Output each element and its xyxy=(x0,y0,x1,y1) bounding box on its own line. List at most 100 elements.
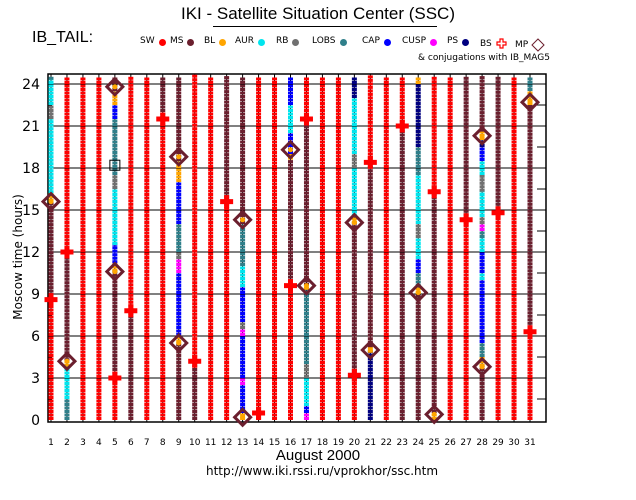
region-dot-sw xyxy=(335,410,341,413)
region-dot-ms xyxy=(415,413,421,417)
region-dot-sw xyxy=(224,371,230,375)
region-dot-cap xyxy=(479,329,485,333)
region-dot-cap xyxy=(176,301,182,305)
region-dot-ms xyxy=(399,249,405,252)
region-dot-rb xyxy=(176,256,182,259)
region-dot-ms xyxy=(176,357,182,361)
region-dot-sw xyxy=(96,403,102,406)
region-dot-ms xyxy=(399,214,405,217)
region-dot-sw xyxy=(272,333,278,336)
region-dot-sw xyxy=(463,252,469,256)
region-dot-sw xyxy=(80,305,86,308)
region-dot-ms xyxy=(240,137,246,140)
region-dot-sw xyxy=(96,350,102,354)
region-dot-ms xyxy=(303,149,309,153)
region-dot-ms xyxy=(64,316,70,320)
region-dot-sw xyxy=(112,413,118,417)
region-dot-ms xyxy=(399,361,405,364)
region-dot-sw xyxy=(256,329,262,333)
region-dot-sw xyxy=(511,371,517,375)
region-dot-sw xyxy=(208,343,214,347)
region-dot-sw xyxy=(383,385,389,389)
region-dot-sw xyxy=(495,238,501,242)
mp-crossing-marker xyxy=(280,139,301,160)
region-dot-ms xyxy=(399,322,405,326)
region-dot-sw xyxy=(128,125,134,129)
region-dot-sw xyxy=(80,399,86,403)
region-dot-sw xyxy=(48,413,54,417)
region-dot-sw xyxy=(192,316,198,320)
region-dot-ps xyxy=(367,410,373,413)
region-dot-sw xyxy=(447,196,453,200)
region-dot-sw xyxy=(128,87,134,91)
region-dot-sw xyxy=(383,193,389,196)
source-url-link[interactable]: http://www.iki.rssi.ru/vprokhor/ssc.htm xyxy=(205,464,439,478)
region-dot-sw xyxy=(527,368,533,371)
region-dot-sw xyxy=(160,140,166,144)
region-dot-sw xyxy=(256,350,262,354)
region-dot-sw xyxy=(511,238,517,242)
region-dot-sw xyxy=(80,102,86,105)
region-dot-sw xyxy=(335,186,341,189)
region-dot-sw xyxy=(64,144,70,147)
region-dot-sw xyxy=(447,245,453,249)
region-dot-sw xyxy=(319,158,325,161)
region-dot-ms xyxy=(479,107,485,111)
region-dot-ms xyxy=(112,364,118,368)
region-dot-ms xyxy=(64,263,70,267)
region-dot-sw xyxy=(208,410,214,413)
region-dot-sw xyxy=(80,322,86,326)
region-dot-ms xyxy=(240,221,246,224)
region-dot-lobs xyxy=(240,242,246,245)
region-dot-sw xyxy=(495,256,501,259)
region-dot-sw xyxy=(319,182,325,186)
region-dot-ms xyxy=(479,121,485,125)
region-dot-sw xyxy=(128,101,134,105)
region-dot-cap xyxy=(479,284,485,287)
region-dot-sw xyxy=(335,413,341,417)
region-dot-cap xyxy=(240,301,246,305)
region-dot-aur xyxy=(351,193,357,196)
region-dot-sw xyxy=(431,139,437,143)
region-dot-ms xyxy=(367,263,373,267)
region-dot-sw xyxy=(160,389,166,392)
region-dot-lobs xyxy=(303,305,309,308)
region-dot-sw xyxy=(319,196,325,200)
region-dot-sw xyxy=(208,203,214,207)
region-dot-ms xyxy=(431,270,437,273)
region-dot-aur xyxy=(415,175,421,179)
region-dot-sw xyxy=(80,249,86,252)
region-dot-ms xyxy=(463,90,469,94)
region-dot-sw xyxy=(80,301,86,305)
region-dot-sw xyxy=(511,312,517,315)
region-dot-sw xyxy=(160,175,166,179)
region-dot-ms xyxy=(495,132,501,136)
region-dot-ms xyxy=(527,202,533,206)
region-dot-sw xyxy=(335,326,341,329)
region-dot-bl xyxy=(415,77,421,81)
region-dot-aur xyxy=(48,186,54,190)
region-dot-sw xyxy=(224,231,230,235)
region-dot-ms xyxy=(192,371,198,375)
region-dot-sw xyxy=(64,168,70,172)
region-dot-sw xyxy=(272,242,278,245)
region-dot-sw xyxy=(431,94,437,98)
region-dot-ms xyxy=(288,230,293,234)
region-dot-ms xyxy=(224,139,230,143)
region-dot-sw xyxy=(48,312,54,315)
region-dot-sw xyxy=(192,340,198,344)
region-dot-sw xyxy=(256,91,262,95)
region-dot-ms xyxy=(415,361,421,364)
x-tick-label: 24 xyxy=(413,438,425,448)
region-dot-ms xyxy=(431,284,437,287)
region-dot-sw xyxy=(96,361,102,364)
region-dot-ms xyxy=(288,254,293,258)
region-dot-ms xyxy=(224,93,230,97)
region-dot-cap xyxy=(240,375,246,378)
region-dot-sw xyxy=(272,105,278,109)
region-dot-ms xyxy=(176,112,182,116)
region-dot-ms xyxy=(495,115,501,119)
region-dot-sw xyxy=(383,105,389,109)
mp-center-dot xyxy=(479,133,485,139)
region-dot-sw xyxy=(383,266,389,270)
